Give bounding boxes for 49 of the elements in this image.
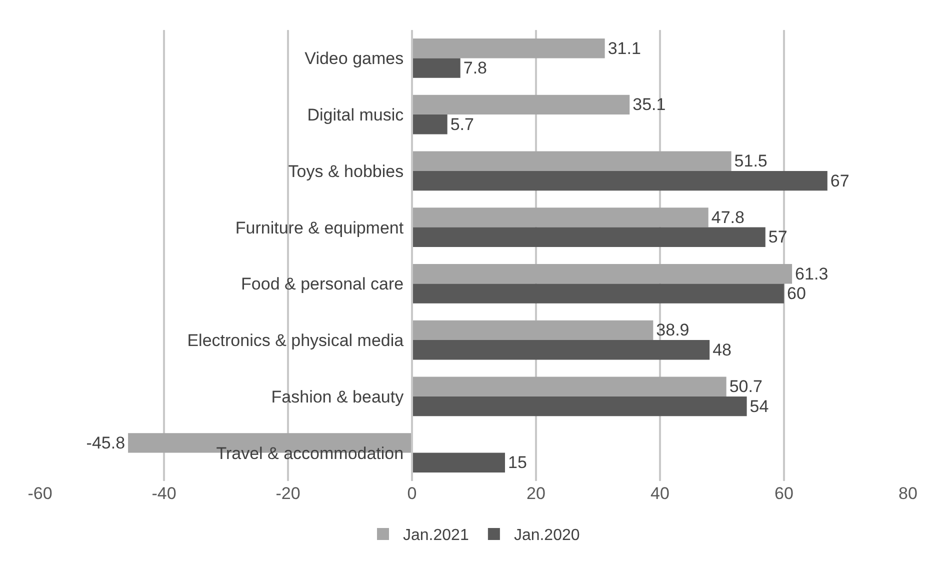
x-tick-label: 0 [407, 484, 417, 503]
y-tick-label: Video games [304, 49, 404, 68]
x-tick-label: 80 [898, 484, 918, 503]
y-tick-label: Toys & hobbies [288, 162, 404, 181]
data-label: 60 [787, 284, 806, 304]
data-label: 15 [508, 453, 527, 472]
data-label: 48 [712, 340, 732, 360]
data-label: 54 [750, 396, 769, 416]
data-label: -45.8 [86, 433, 126, 452]
bar [412, 38, 605, 58]
data-label: 51.5 [734, 152, 768, 171]
bar [412, 114, 448, 134]
x-tick-label: -60 [28, 484, 52, 503]
data-label: 7.8 [463, 58, 487, 78]
data-label: 38.9 [656, 320, 690, 340]
data-label: 35.1 [632, 95, 666, 114]
bar [412, 58, 460, 78]
x-tick-label: 40 [650, 484, 670, 503]
data-label: 47.8 [711, 208, 744, 227]
bar [412, 376, 726, 396]
y-tick-label: Digital music [307, 106, 404, 125]
y-tick-label: Furniture & equipment [235, 218, 404, 238]
data-label: 67 [830, 171, 850, 190]
y-tick-label: Travel & accommodation [216, 444, 404, 463]
data-label: 61.3 [795, 264, 828, 284]
bar [412, 264, 792, 284]
bar [412, 208, 708, 228]
data-label: 50.7 [729, 377, 762, 396]
data-label: 5.7 [450, 114, 474, 134]
x-tick-label: 60 [774, 484, 794, 503]
bar [412, 320, 654, 340]
data-label: 31.1 [608, 38, 641, 58]
x-tick-label: -20 [276, 484, 300, 503]
legend-label: Jan.2021 [403, 527, 469, 544]
bar [412, 284, 784, 304]
bar [412, 227, 766, 248]
y-tick-label: Food & personal care [241, 274, 404, 294]
y-tick-label: Electronics & physical media [187, 331, 404, 350]
bar [412, 94, 630, 115]
data-label: 57 [768, 228, 788, 247]
bar [412, 170, 828, 191]
bar [412, 340, 710, 360]
y-tick-label: Fashion & beauty [271, 387, 404, 406]
bar [412, 151, 732, 171]
legend-label: Jan.2020 [514, 527, 580, 544]
bar [412, 396, 747, 416]
x-tick-label: -40 [152, 484, 176, 503]
bar [412, 452, 505, 473]
x-tick-label: 20 [526, 484, 546, 503]
